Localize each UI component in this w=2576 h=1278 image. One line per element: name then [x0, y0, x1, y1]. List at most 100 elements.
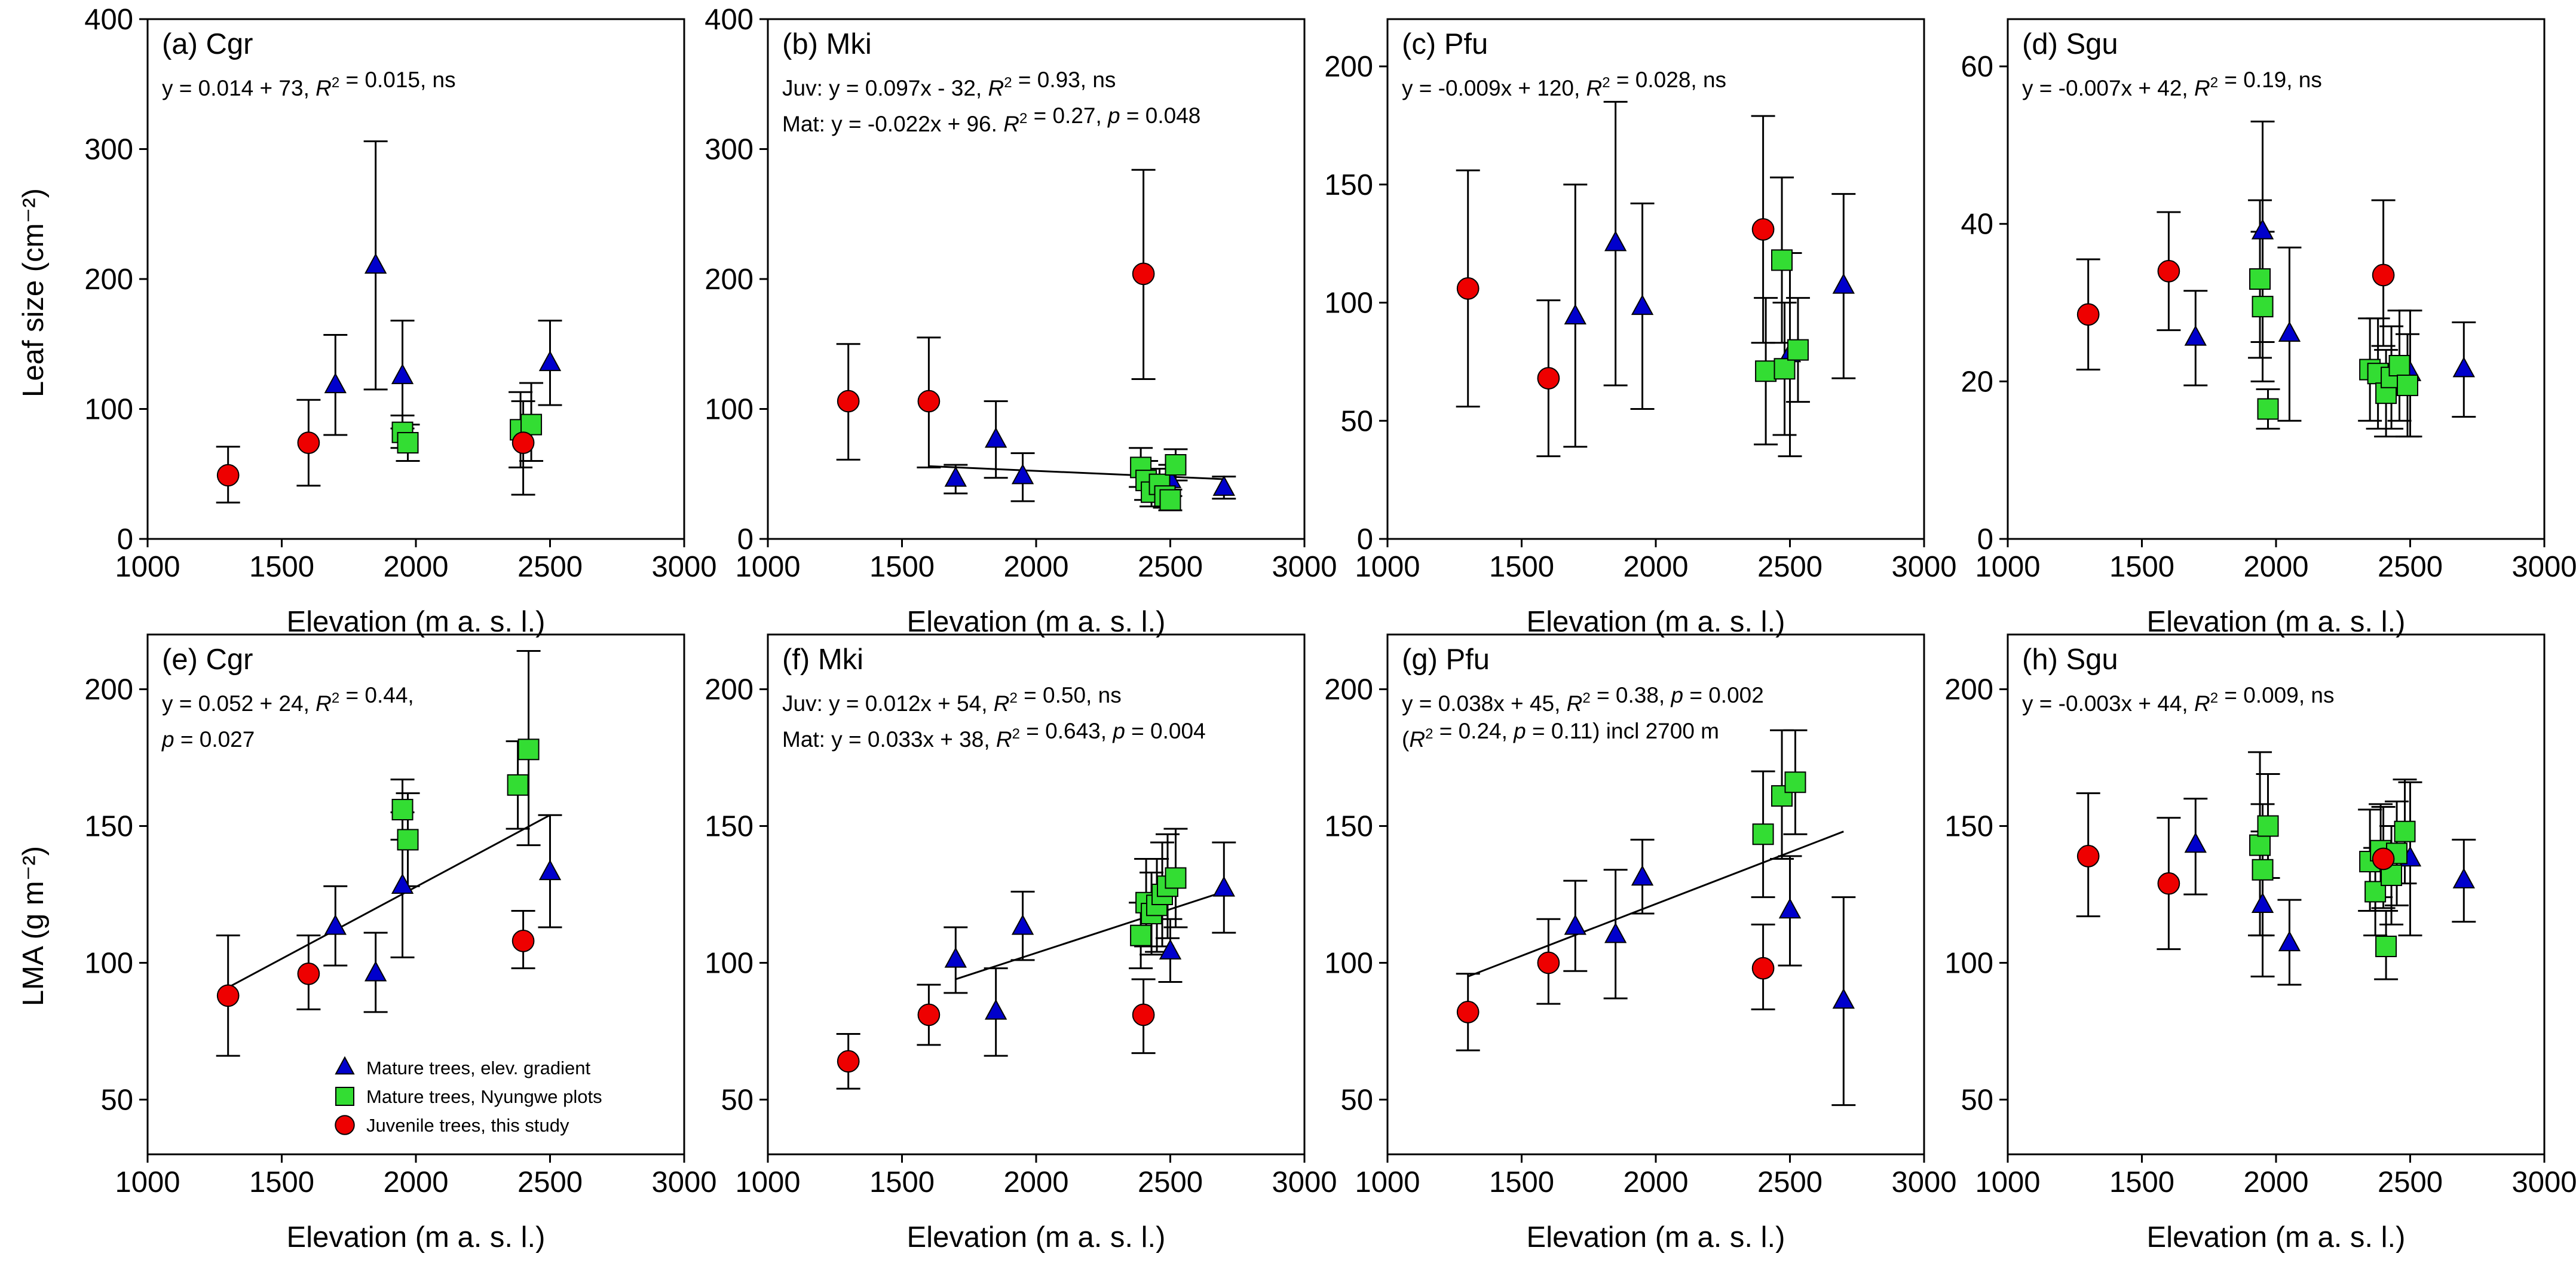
- chart-panel-e: 1000 1500 2000 2500 3000 50 100 150 200 Elevation…: [84, 633, 717, 1254]
- y-tick-label: 300: [705, 134, 753, 166]
- x-tick-label: 1500: [249, 551, 314, 583]
- legend-marker-circle: [335, 1115, 355, 1135]
- data-point-triangle: [944, 947, 967, 968]
- data-point-triangle: [984, 999, 1007, 1020]
- data-point-triangle: [2452, 356, 2475, 378]
- y-tick-label: 200: [84, 263, 133, 296]
- data-point-circle: [2076, 845, 2100, 868]
- data-point-circle: [2076, 303, 2100, 326]
- data-point-triangle: [324, 372, 347, 394]
- data-point-triangle: [538, 350, 562, 372]
- data-point-square: [2249, 268, 2271, 290]
- data-point-square: [2375, 936, 2397, 957]
- y-tick-label: 400: [705, 4, 753, 36]
- x-tick-label: 2000: [383, 1166, 448, 1199]
- panel-title: (h) Sgu: [2022, 643, 2118, 676]
- data-point-square: [397, 432, 419, 454]
- y-tick-label: 50: [1340, 1084, 1373, 1116]
- x-axis-title: Elevation (m a. s. l.): [907, 606, 1166, 638]
- x-tick-label: 2500: [517, 551, 583, 583]
- data-point-square: [507, 774, 529, 796]
- data-point-circle: [837, 1050, 860, 1073]
- data-point-square: [1755, 360, 1777, 382]
- x-tick-label: 1000: [735, 1166, 800, 1199]
- data-point-circle: [511, 929, 535, 952]
- data-point-triangle: [1011, 463, 1034, 485]
- panel-title: (d) Sgu: [2022, 28, 2118, 60]
- x-tick-label: 2500: [517, 1166, 583, 1199]
- x-tick-label: 1000: [1975, 551, 2040, 583]
- y-tick-label: 0: [737, 523, 753, 556]
- legend-label: Juvenile trees, this study: [366, 1115, 569, 1136]
- data-point-square: [517, 738, 540, 761]
- chart-panel-b: 1000 1500 2000 2500 3000 0 100 200 300 400 Elevati…: [705, 4, 1337, 638]
- data-point-triangle: [944, 466, 967, 487]
- data-point-triangle: [364, 253, 387, 274]
- data-point-triangle: [1604, 231, 1627, 252]
- data-point-circle: [1456, 277, 1480, 300]
- chart-panel-g: 1000 1500 2000 2500 3000 50 100 150 200 Elevation…: [1324, 633, 1957, 1254]
- data-point-square: [397, 829, 419, 851]
- x-tick-label: 2000: [383, 551, 448, 583]
- y-tick-label: 0: [1977, 523, 1993, 556]
- data-point-triangle: [1631, 294, 1654, 315]
- x-tick-label: 2500: [2378, 1166, 2443, 1199]
- y-tick-label: 40: [1961, 209, 1993, 241]
- x-tick-label: 1000: [1355, 1166, 1420, 1199]
- legend-box: Mature trees, elev. gradient Mature trees…: [335, 1056, 602, 1136]
- regression-equation: Juv: y = 0.097x - 32, R2 = 0.93, ns: [782, 68, 1116, 100]
- x-tick-label: 2000: [1623, 1166, 1688, 1199]
- data-point-circle: [1751, 957, 1775, 980]
- y-tick-label: 50: [1340, 405, 1373, 437]
- data-point-circle: [1537, 367, 1560, 390]
- data-point-triangle: [1832, 273, 1855, 294]
- data-point-square: [2388, 355, 2410, 376]
- data-point-square: [1165, 867, 1187, 889]
- data-point-circle: [511, 431, 535, 454]
- x-axis-title: Elevation (m a. s. l.): [1527, 606, 1785, 638]
- data-point-triangle: [1212, 475, 1235, 496]
- data-point-circle: [2372, 263, 2395, 287]
- x-tick-label: 1000: [1355, 551, 1420, 583]
- x-tick-label: 2000: [2243, 551, 2308, 583]
- x-tick-label: 3000: [1272, 551, 1337, 583]
- panel-title: (e) Cgr: [162, 643, 253, 676]
- y-tick-label: 150: [1324, 811, 1373, 843]
- y-tick-label: 400: [84, 4, 133, 36]
- y-tick-label: 150: [84, 811, 133, 843]
- data-point-triangle: [1564, 914, 1586, 935]
- data-point-square: [2257, 398, 2279, 420]
- regression-equation: p = 0.027: [161, 727, 255, 752]
- y-tick-label: 50: [1961, 1084, 1993, 1116]
- data-point-triangle: [1631, 865, 1654, 886]
- chart-panel-h: 1000 1500 2000 2500 3000 50 100 150 200 Elevation…: [1944, 633, 2576, 1254]
- x-axis-title: Elevation (m a. s. l.): [907, 1221, 1166, 1254]
- legend-label: Mature trees, elev. gradient: [366, 1058, 590, 1078]
- panel-title: (c) Pfu: [1402, 28, 1488, 60]
- data-point-triangle: [2184, 832, 2207, 853]
- data-point-square: [1771, 249, 1793, 271]
- data-point-triangle: [2251, 892, 2274, 914]
- x-tick-label: 1500: [249, 1166, 314, 1199]
- data-point-triangle: [1011, 914, 1034, 935]
- y-axis-title-top: Leaf size (cm⁻²): [17, 188, 50, 397]
- data-point-circle: [1132, 1003, 1155, 1026]
- y-tick-label: 0: [1357, 523, 1373, 556]
- x-tick-label: 3000: [2511, 551, 2576, 583]
- data-point-triangle: [1159, 939, 1182, 960]
- legend-marker-triangle: [335, 1056, 355, 1075]
- x-tick-label: 2000: [1623, 551, 1688, 583]
- x-axis-title: Elevation (m a. s. l.): [2147, 1221, 2406, 1254]
- data-point-circle: [2157, 872, 2180, 895]
- panel-title: (a) Cgr: [162, 28, 253, 60]
- x-axis-title: Elevation (m a. s. l.): [2147, 606, 2406, 638]
- y-tick-label: 300: [84, 134, 133, 166]
- y-tick-label: 100: [705, 947, 753, 979]
- data-point-triangle: [391, 363, 414, 384]
- data-point-square: [2252, 859, 2274, 881]
- y-axis-title-bottom: LMA (g m⁻²): [17, 846, 50, 1006]
- regression-equation: y = 0.038x + 45, R2 = 0.38, p = 0.002: [1402, 683, 1764, 716]
- y-tick-label: 0: [117, 523, 133, 556]
- data-point-circle: [1456, 1001, 1480, 1023]
